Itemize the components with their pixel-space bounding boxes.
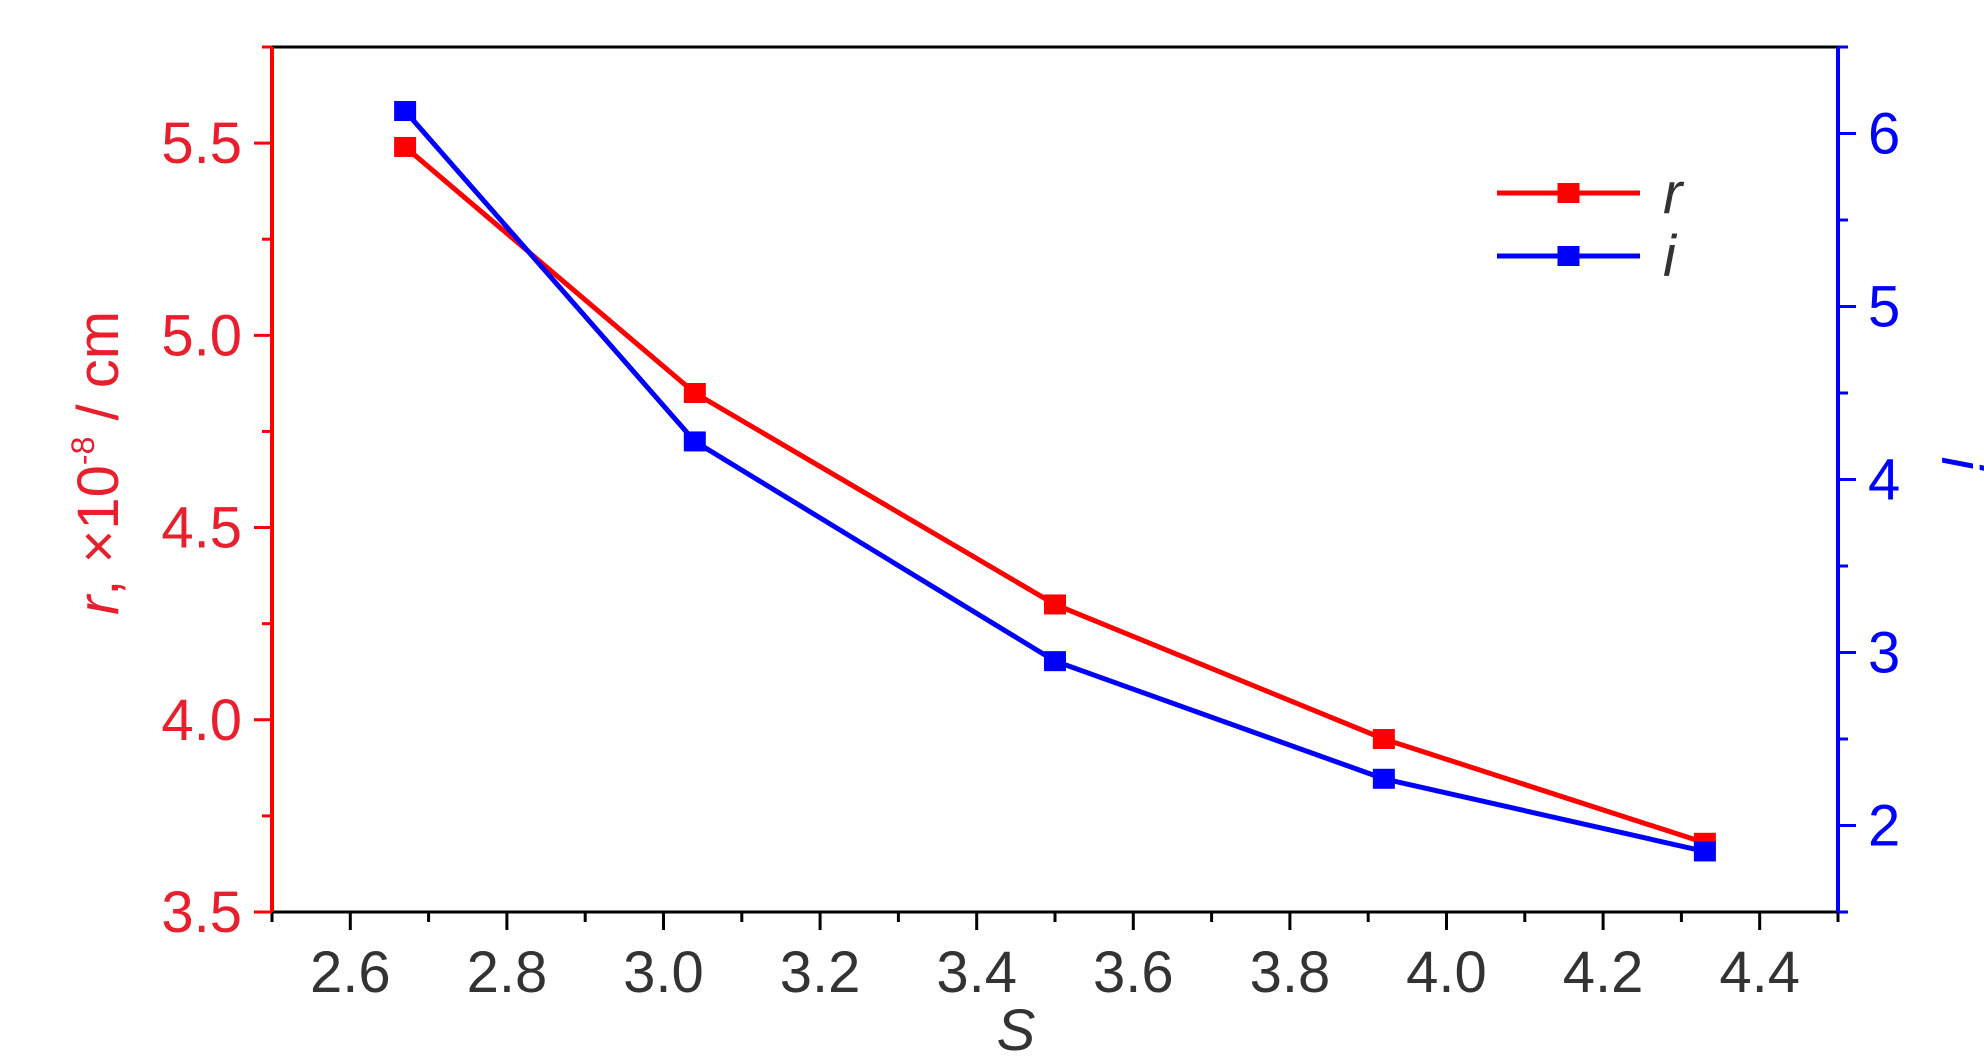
y-axis-left: 3.5 4.0 4.5 5.0 5.5 xyxy=(161,45,274,945)
series-r-point xyxy=(394,136,417,157)
y-left-tick-label: 5.5 xyxy=(161,111,242,176)
series-i-point xyxy=(1372,768,1395,789)
x-tick-label: 2.6 xyxy=(310,940,391,1005)
y-left-tick-label: 5.0 xyxy=(161,303,242,368)
y-left-tick-label: 4.0 xyxy=(161,688,242,753)
legend-i-label: i xyxy=(1663,224,1678,289)
y-right-tick-label: 3 xyxy=(1868,621,1900,686)
y-axis-left-title-exp: -8 xyxy=(65,437,101,465)
x-tick-label: 4.2 xyxy=(1563,940,1644,1005)
x-axis-title: S xyxy=(997,998,1036,1063)
x-tick-label: 3.2 xyxy=(780,940,861,1005)
series-r-point xyxy=(1372,729,1395,749)
y-right-tick-label: 5 xyxy=(1868,275,1900,340)
y-axis-left-title-unit: / cm xyxy=(66,311,131,437)
y-axis-left-title-rest: , ×10 xyxy=(66,465,131,596)
x-tick-label: 3.0 xyxy=(623,940,704,1005)
series-i-point xyxy=(1693,841,1716,862)
legend-r-marker xyxy=(1557,183,1580,203)
y-axis-right-title: i xyxy=(1929,457,1984,472)
series-group xyxy=(394,101,1716,862)
legend-r-label: r xyxy=(1663,161,1685,226)
y-axis-left-title-var: r xyxy=(66,593,131,615)
legend: ri xyxy=(1497,161,1685,289)
series-i-point xyxy=(683,431,706,452)
x-axis: 2.6 2.8 3.0 3.2 3.4 3.6 3.8 4.0 4.2 4.4 xyxy=(270,910,1840,1005)
series-i-point xyxy=(1044,651,1066,672)
y-left-tick-label: 3.5 xyxy=(161,880,242,945)
y-right-tick-label: 4 xyxy=(1868,448,1900,513)
x-tick-label: 4.4 xyxy=(1719,940,1800,1005)
legend-i-marker xyxy=(1557,246,1580,266)
series-r-line xyxy=(403,145,1706,846)
x-tick-label: 2.8 xyxy=(467,940,548,1005)
y-right-tick-label: 2 xyxy=(1868,794,1900,859)
x-tick-label: 3.6 xyxy=(1093,940,1174,1005)
x-tick-label: 3.4 xyxy=(936,940,1017,1005)
x-tick-label: 4.0 xyxy=(1406,940,1487,1005)
y-left-tick-label: 4.5 xyxy=(161,496,242,561)
series-r-point xyxy=(683,383,706,403)
y-right-tick-label: 6 xyxy=(1868,102,1900,167)
series-r-point xyxy=(1044,594,1066,615)
series-i-point xyxy=(394,101,417,122)
x-tick-label: 3.8 xyxy=(1250,940,1331,1005)
series-i-line xyxy=(403,109,1706,854)
y-axis-right: 2 3 4 5 6 xyxy=(1836,45,1900,914)
y-axis-left-title: r, ×10-8 / cm xyxy=(65,311,131,615)
